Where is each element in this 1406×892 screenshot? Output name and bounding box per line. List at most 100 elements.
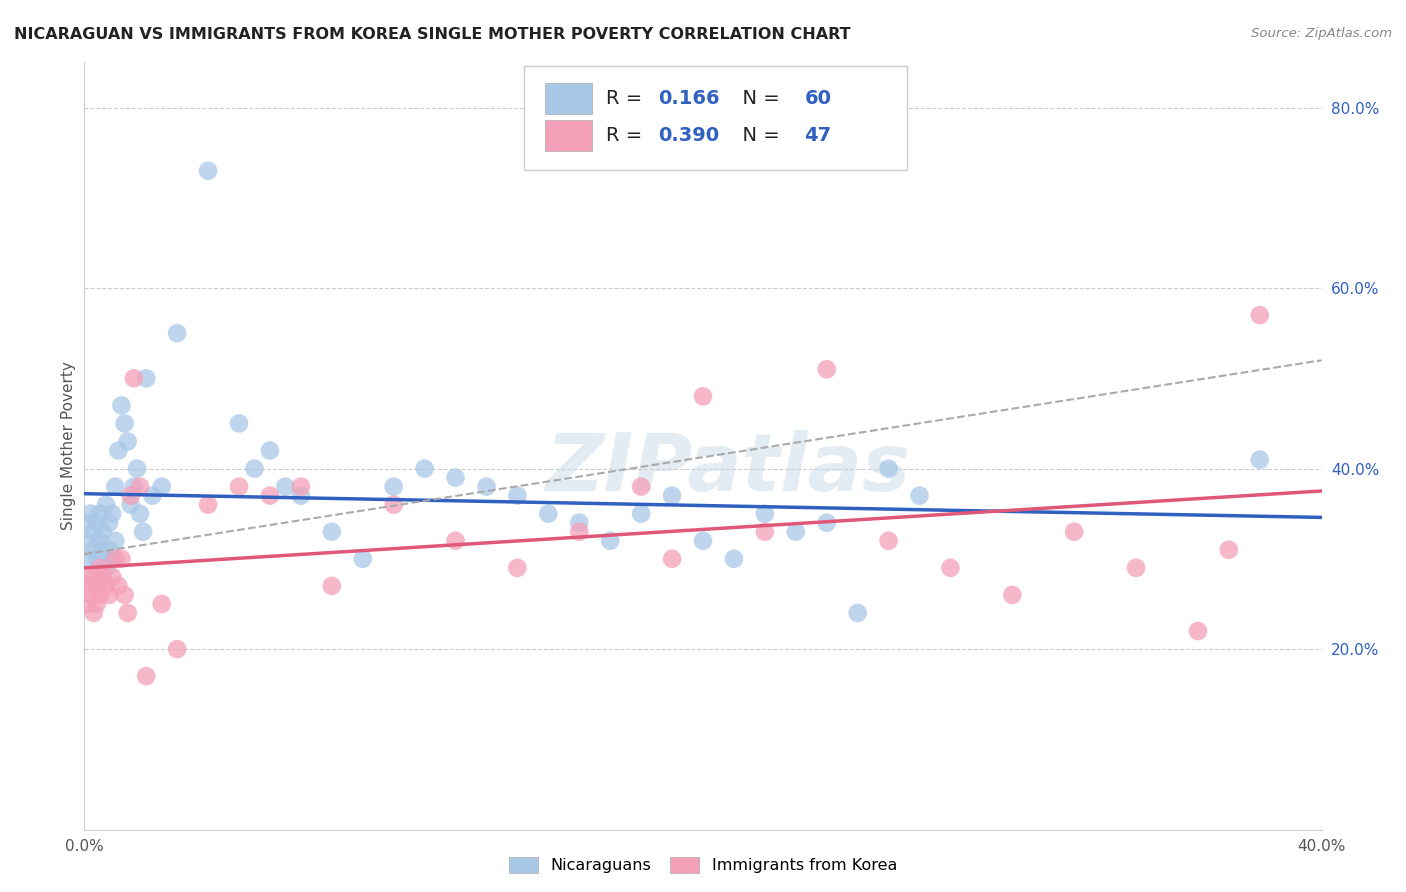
Text: 60: 60: [804, 89, 831, 108]
Point: [290, 489, 312, 503]
Point: [1249, 452, 1271, 467]
Text: 0.390: 0.390: [658, 126, 720, 145]
Point: [754, 524, 776, 539]
Point: [568, 516, 591, 530]
Point: [846, 606, 869, 620]
Point: [815, 516, 838, 530]
Point: [86, 551, 108, 566]
Point: [908, 489, 931, 503]
Point: [692, 533, 714, 548]
Point: [290, 480, 312, 494]
Point: [630, 507, 652, 521]
Point: [94, 579, 117, 593]
Point: [1218, 542, 1240, 557]
Point: [877, 533, 900, 548]
Point: [939, 561, 962, 575]
Point: [107, 443, 129, 458]
Point: [785, 524, 807, 539]
Point: [110, 398, 132, 412]
Text: 47: 47: [804, 126, 831, 145]
Point: [104, 551, 127, 566]
Point: [274, 480, 297, 494]
Text: Source: ZipAtlas.com: Source: ZipAtlas.com: [1251, 27, 1392, 40]
Text: NICARAGUAN VS IMMIGRANTS FROM KOREA SINGLE MOTHER POVERTY CORRELATION CHART: NICARAGUAN VS IMMIGRANTS FROM KOREA SING…: [14, 27, 851, 42]
Point: [125, 461, 148, 475]
Point: [104, 480, 127, 494]
Point: [76, 516, 98, 530]
Point: [661, 489, 683, 503]
Point: [259, 489, 281, 503]
Point: [120, 489, 142, 503]
Point: [89, 533, 111, 548]
Point: [150, 597, 173, 611]
Point: [197, 498, 219, 512]
Point: [79, 588, 101, 602]
Point: [86, 597, 108, 611]
Point: [444, 470, 467, 484]
Point: [352, 551, 374, 566]
Point: [117, 434, 139, 449]
Point: [141, 489, 163, 503]
Point: [135, 371, 157, 385]
Text: N =: N =: [730, 126, 786, 145]
Point: [166, 326, 188, 341]
Point: [98, 542, 121, 557]
Legend: Nicaraguans, Immigrants from Korea: Nicaraguans, Immigrants from Korea: [502, 850, 904, 880]
Point: [413, 461, 436, 475]
Point: [444, 533, 467, 548]
Point: [83, 524, 105, 539]
Point: [101, 507, 124, 521]
Point: [228, 417, 250, 431]
Point: [86, 516, 108, 530]
Point: [243, 461, 266, 475]
Point: [83, 570, 105, 584]
Point: [132, 524, 155, 539]
Point: [79, 507, 101, 521]
Point: [166, 642, 188, 657]
Point: [877, 461, 900, 475]
Point: [107, 579, 129, 593]
Point: [83, 606, 105, 620]
Point: [98, 516, 121, 530]
Point: [723, 551, 745, 566]
Point: [321, 524, 343, 539]
Point: [91, 570, 114, 584]
Point: [98, 588, 121, 602]
Point: [754, 507, 776, 521]
FancyBboxPatch shape: [544, 83, 592, 114]
Point: [91, 542, 114, 557]
Point: [1001, 588, 1024, 602]
Text: N =: N =: [730, 89, 786, 108]
Point: [91, 524, 114, 539]
Point: [259, 443, 281, 458]
Point: [506, 489, 529, 503]
Point: [129, 480, 152, 494]
Point: [537, 507, 560, 521]
Text: ZIPatlas: ZIPatlas: [546, 430, 910, 508]
Point: [76, 533, 98, 548]
Point: [94, 498, 117, 512]
Point: [506, 561, 529, 575]
Point: [599, 533, 621, 548]
Point: [475, 480, 498, 494]
Point: [79, 551, 101, 566]
Point: [122, 371, 145, 385]
Point: [228, 480, 250, 494]
Point: [630, 480, 652, 494]
Point: [815, 362, 838, 376]
Point: [114, 417, 136, 431]
Point: [76, 597, 98, 611]
Point: [104, 533, 127, 548]
Point: [1187, 624, 1209, 638]
Point: [79, 579, 101, 593]
Point: [101, 570, 124, 584]
Point: [83, 542, 105, 557]
Point: [114, 588, 136, 602]
Point: [382, 498, 405, 512]
Text: 0.166: 0.166: [658, 89, 720, 108]
Point: [692, 389, 714, 403]
Point: [89, 588, 111, 602]
Point: [76, 570, 98, 584]
Point: [94, 561, 117, 575]
Point: [129, 507, 152, 521]
